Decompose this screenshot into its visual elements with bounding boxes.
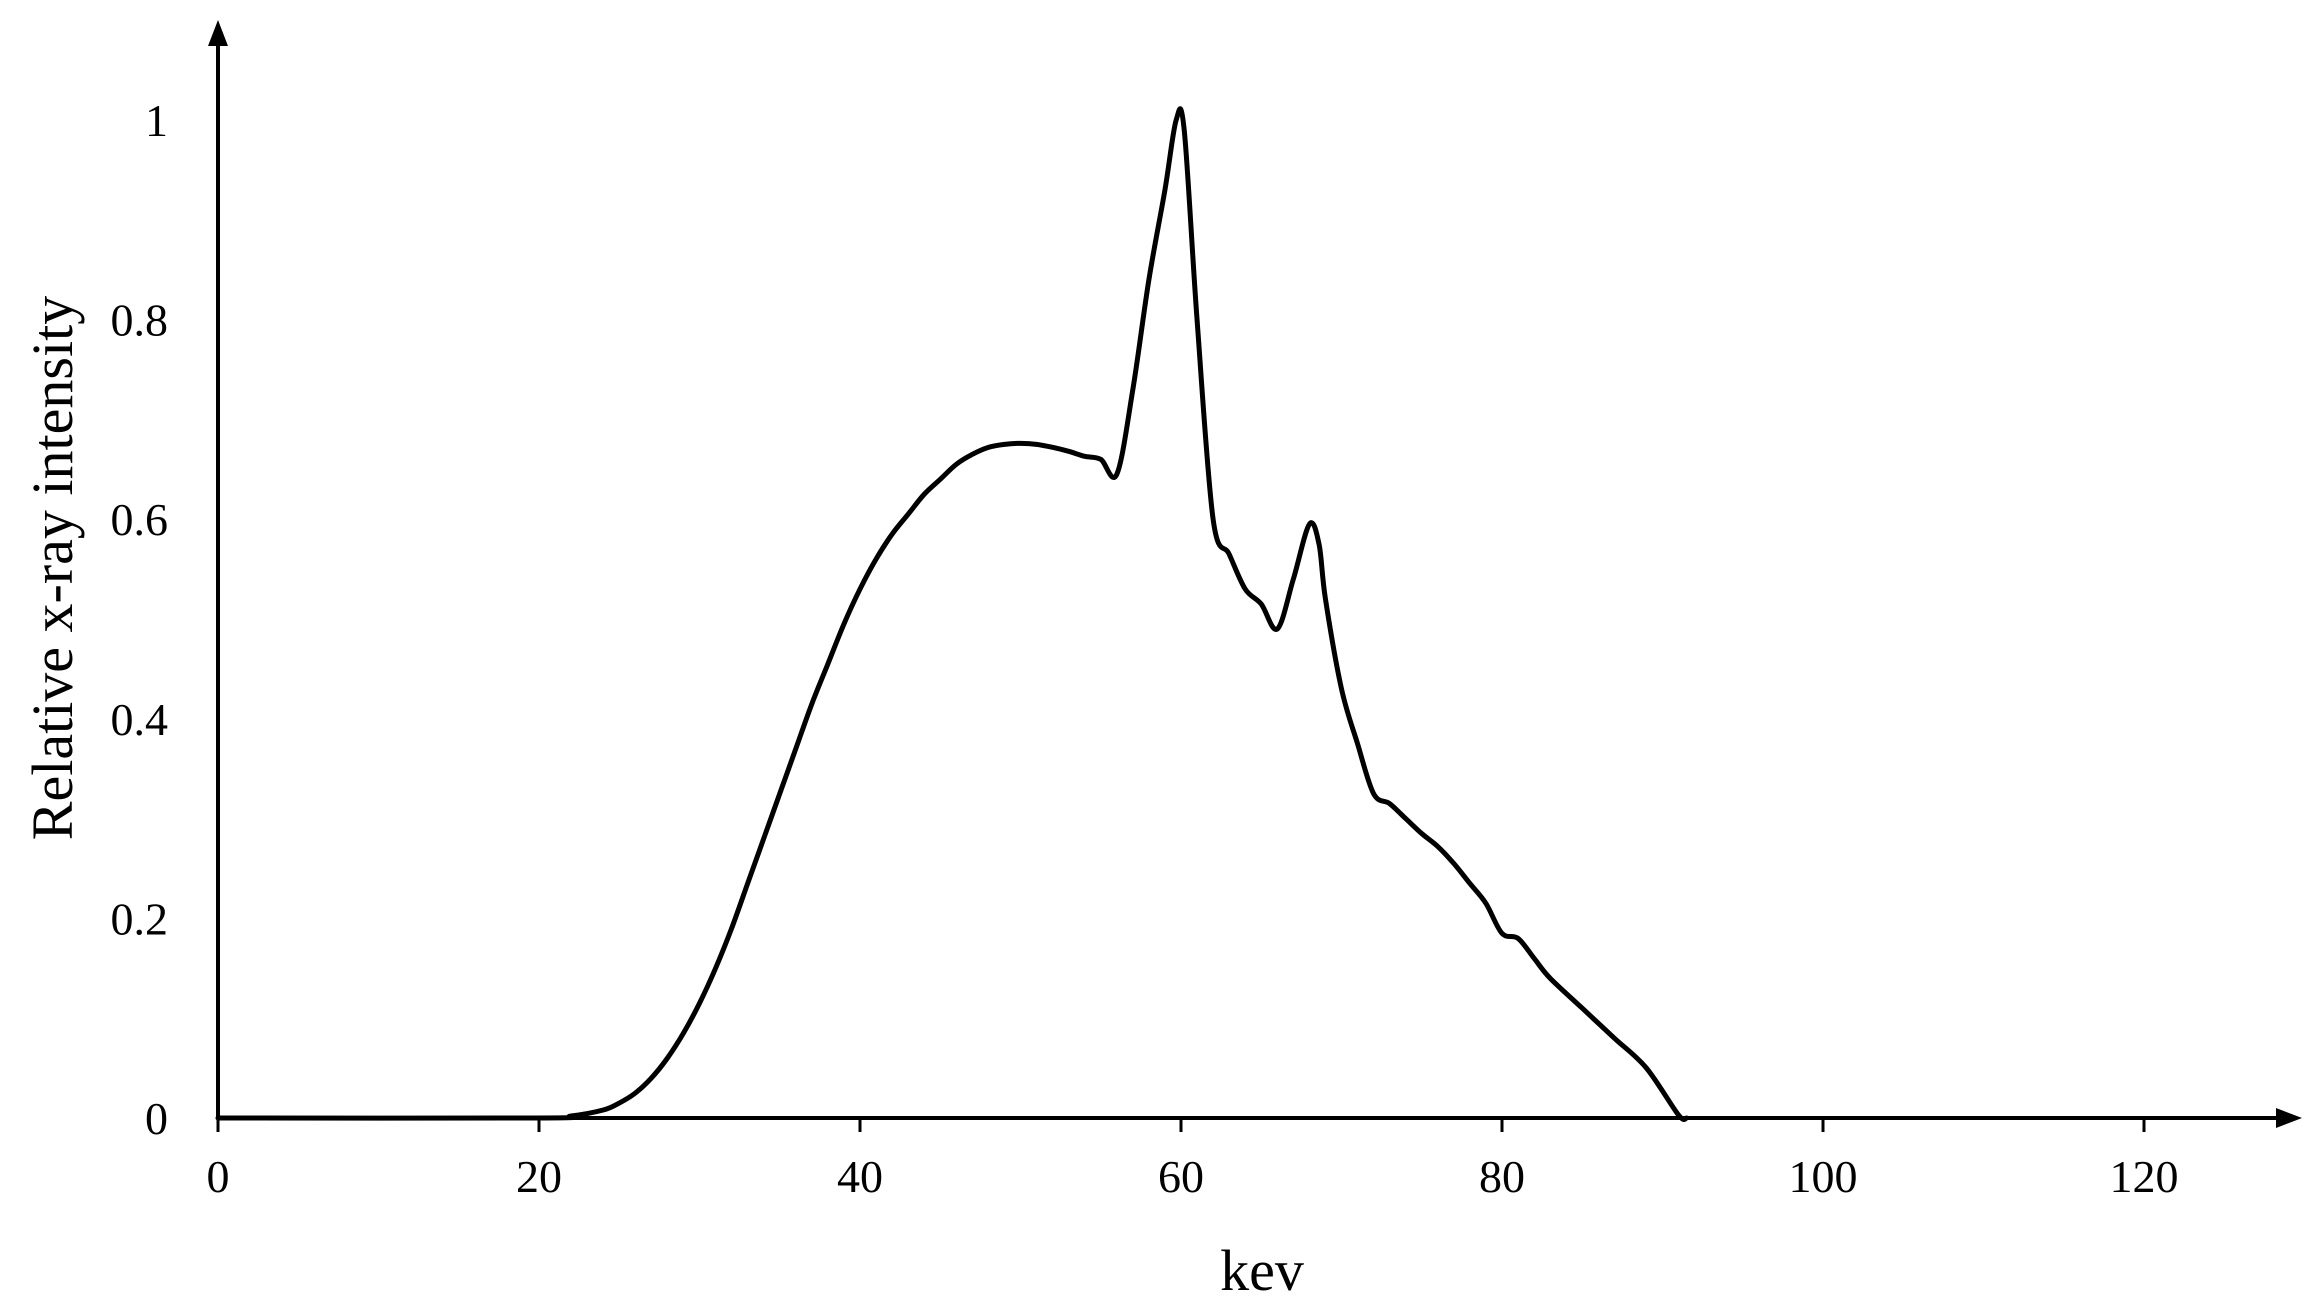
y-axis bbox=[208, 20, 228, 1118]
x-axis-arrow-icon bbox=[2276, 1108, 2302, 1128]
x-tick-label: 100 bbox=[1789, 1151, 1858, 1202]
x-tick-label: 0 bbox=[207, 1151, 230, 1202]
y-tick-label: 0.6 bbox=[111, 494, 169, 545]
y-tick-label: 0.2 bbox=[111, 893, 169, 944]
y-axis-title: Relative x-ray intensity bbox=[20, 296, 85, 840]
x-tick-label: 20 bbox=[516, 1151, 562, 1202]
y-tick-label: 0 bbox=[145, 1093, 168, 1144]
series-line bbox=[215, 106, 1690, 1122]
y-tick-label: 0.8 bbox=[111, 295, 169, 346]
x-tick-label: 60 bbox=[1158, 1151, 1204, 1202]
x-tick-label: 40 bbox=[837, 1151, 883, 1202]
y-axis-arrow-icon bbox=[208, 20, 228, 46]
x-tick-label: 80 bbox=[1479, 1151, 1525, 1202]
x-axis-title: kev bbox=[1220, 1238, 1304, 1303]
y-tick-label: 1 bbox=[145, 95, 168, 146]
x-tick-label: 120 bbox=[2110, 1151, 2179, 1202]
y-tick-label: 0.4 bbox=[111, 694, 169, 745]
